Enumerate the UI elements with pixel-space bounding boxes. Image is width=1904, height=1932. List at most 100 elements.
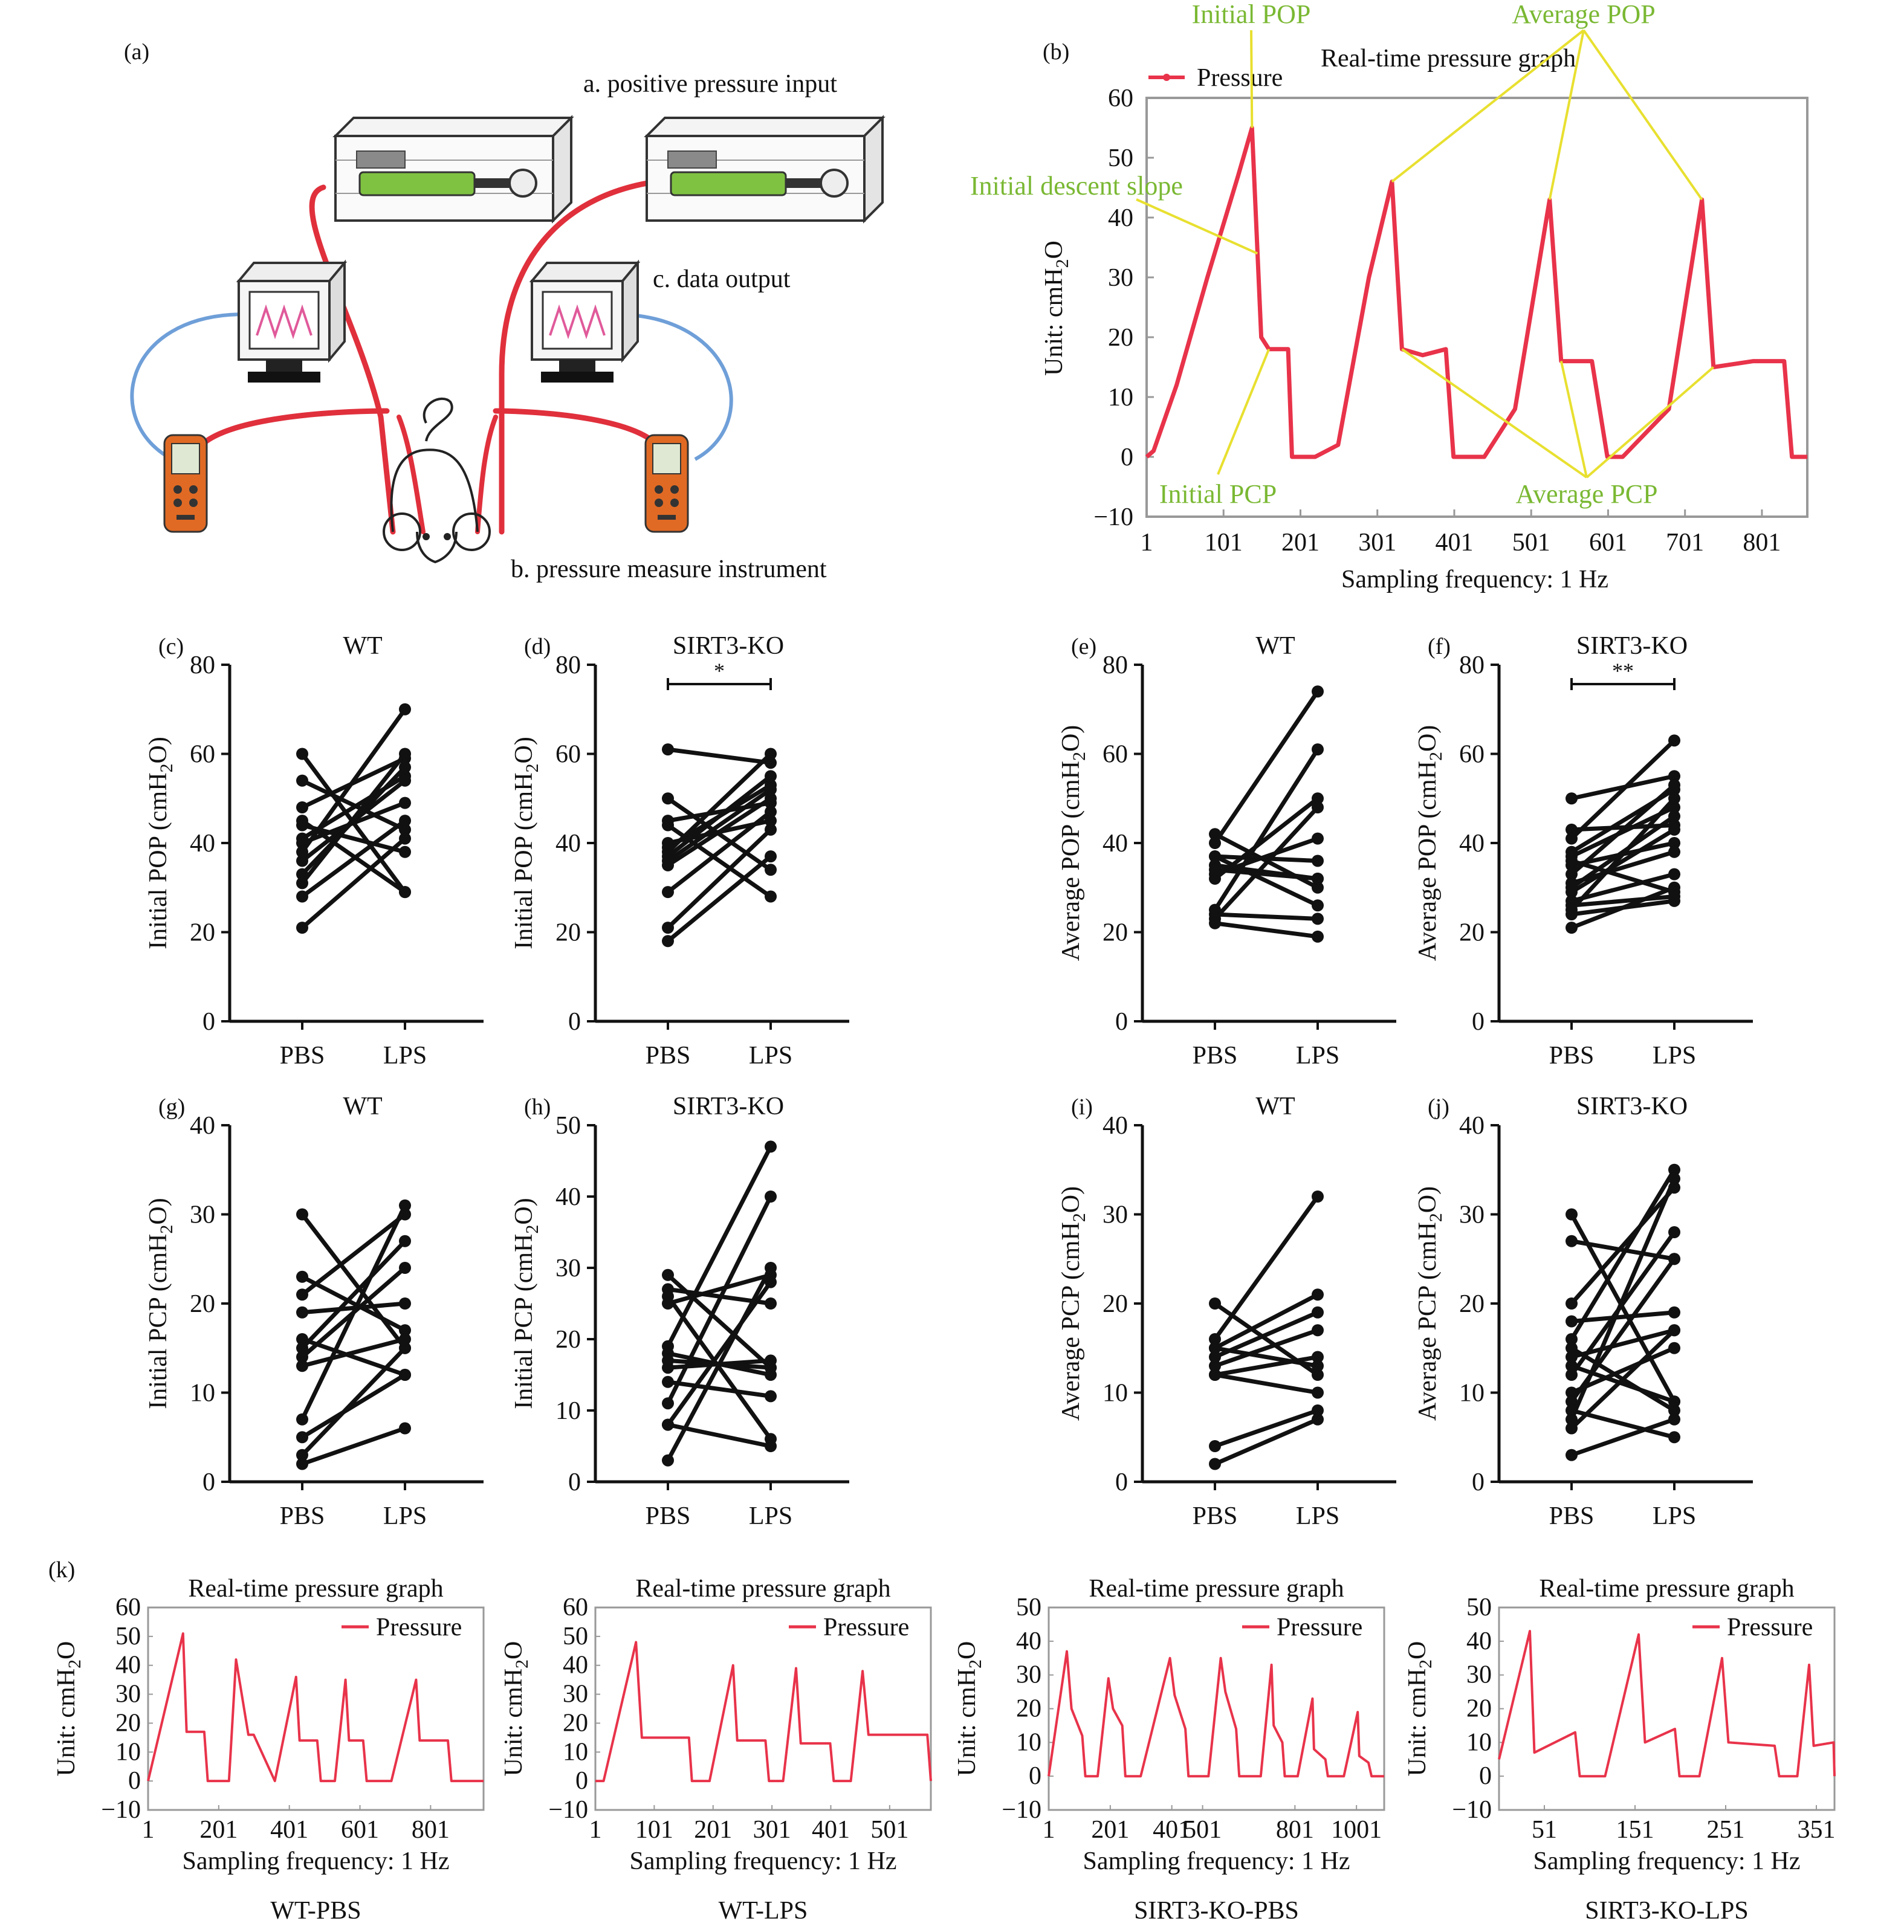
pair-line [300,1213,407,1349]
x-tick-label: PBS [646,1042,691,1070]
lps-point [1312,1351,1324,1363]
x-tick-label: 201 [1091,1816,1129,1844]
pbs-point [296,855,308,867]
pbs-point [1566,823,1578,836]
x-tick-label: LPS [1653,1042,1696,1070]
pbs-point [296,774,308,787]
x-tick-label: LPS [383,1502,427,1530]
lps-point [1668,1413,1680,1426]
panel-label: (d) [524,634,551,659]
syringe-pump-left [332,115,574,224]
pair-line [665,1195,773,1404]
annotation-leader [1250,30,1254,128]
lps-point [1668,1172,1680,1185]
plot-frame [147,1606,485,1811]
lps-point [399,1297,411,1310]
x-axis-label: Sampling frequency: 1 Hz [182,1847,449,1875]
annotation-label: Average POP [1512,0,1655,29]
legend-label: Pressure [1197,64,1283,92]
pbs-point [1209,1360,1221,1372]
series-line-pressure [595,1641,932,1783]
lps-point [1312,930,1324,943]
panel-label: (j) [1428,1094,1449,1120]
pair-line [1570,783,1676,876]
lps-point [765,792,777,805]
pair-line [667,747,771,765]
y-axis-label: Initial PCP (cmH2O) [510,1198,542,1409]
x-tick-label: PBS [280,1502,325,1530]
panel-label: (e) [1071,634,1096,659]
panel-label: (g) [158,1094,185,1120]
lps-point [1668,734,1680,747]
lps-point [1668,779,1680,792]
y-tick-label: 40 [1016,1627,1041,1655]
y-tick-label: 50 [1016,1594,1041,1621]
lps-point [399,1369,411,1381]
panel-a-schematic: (a) [124,39,886,583]
series-line-pressure [147,1632,484,1783]
series-line-pressure [1145,126,1807,459]
y-tick-label: 10 [1466,1728,1492,1756]
pbs-point [662,1375,674,1388]
pair-line [1214,1408,1319,1449]
pbs-point [296,1431,308,1444]
lps-point [399,1235,411,1247]
lps-point [765,1191,777,1203]
pair-line [1570,859,1676,894]
y-axis-label: Unit: cmH2O [500,1641,532,1777]
lps-point [1312,873,1324,885]
pair-line [300,1239,407,1350]
x-tick-label: PBS [280,1042,325,1070]
x-tick-label: 301 [1358,529,1396,557]
annotation-label: Initial PCP [1159,479,1277,509]
pair-line [1214,854,1319,908]
lps-point [765,890,777,903]
pbs-point [1566,855,1578,867]
pbs-point [296,1360,308,1372]
lps-point [399,703,411,716]
y-tick-label: −10 [101,1796,141,1824]
y-tick-label: 20 [1459,1290,1485,1318]
chart-caption: SIRT3-KO-LPS [1585,1897,1749,1925]
y-tick-label: 0 [1029,1762,1041,1790]
x-tick-label: 501 [870,1816,908,1844]
label-pressure-measure-instrument: b. pressure measure instrument [511,555,827,583]
lps-point [1312,1360,1324,1372]
paired-chart-e: (e) WT 0 20 40 60 80 PBS LPS Average POP (cmH2O) [1057,632,1396,1070]
lps-point [1312,913,1324,925]
pbs-point [296,1413,308,1426]
annotation-leader [1559,361,1588,478]
y-axis-label: Unit: cmH2O [1404,1641,1436,1777]
x-tick-label: 1 [1141,529,1153,557]
pbs-point [1566,1235,1578,1247]
y-axis-label: Unit: cmH2O [53,1641,85,1777]
lps-point [1668,1226,1680,1238]
lps-point [1312,832,1324,845]
y-tick-label: 60 [555,741,581,769]
pair-line [1213,1195,1320,1341]
pbs-point [296,748,308,760]
x-tick-label: LPS [383,1042,427,1070]
pair-line [1571,1408,1675,1439]
annotation-label: Initial POP [1192,0,1311,29]
y-tick-label: 30 [1103,1201,1128,1229]
pbs-point [662,1454,674,1467]
y-tick-label: 30 [115,1681,141,1708]
y-axis-label: Average POP (cmH2O) [1414,725,1446,961]
y-tick-label: 0 [128,1767,141,1795]
panel-label: (h) [524,1094,551,1120]
label-data-output: c. data output [653,265,791,293]
pbs-point [662,743,674,756]
annotation-leader [1136,198,1258,255]
pair-line [667,787,772,863]
x-tick-label: 501 [1512,529,1550,557]
pair-line [1570,1417,1676,1458]
plot-frame [1145,97,1808,518]
pbs-point [1209,1333,1221,1345]
chart-caption: WT-LPS [719,1897,808,1925]
annotation-leader [1582,29,1703,201]
pressure-chart-wt-pbs: Real-time pressure graph−100102030405060… [53,1575,485,1925]
lps-point [399,1422,411,1435]
y-tick-label: 60 [1103,741,1128,769]
pair-line [1214,1328,1319,1368]
